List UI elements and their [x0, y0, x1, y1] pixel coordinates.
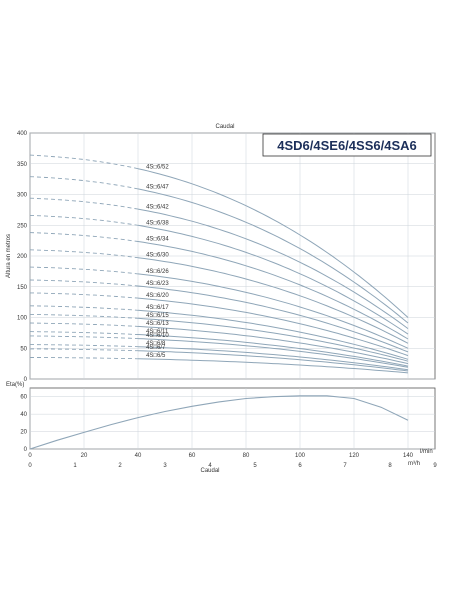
chart-title: Caudal [215, 124, 234, 130]
efficiency-grid [29, 388, 435, 450]
curve-label: 4S□6/8 [146, 341, 166, 347]
head-curve-chart: Caudal 0 50 100 150 200 250 300 350 400 Altura e… [6, 124, 436, 383]
x-tick-label-m3h: 5 [253, 463, 257, 469]
curve-label: 4S□6/30 [146, 253, 169, 259]
efficiency-plot-frame [29, 387, 436, 450]
x-tick-label: 100 [295, 453, 306, 459]
curve-label: 4S□6/38 [146, 221, 169, 227]
x-tick-label: 120 [349, 453, 360, 459]
y-tick-label: 0 [24, 377, 28, 383]
efficiency-y-tick-labels: 0 20 40 60 [20, 395, 27, 453]
head-curve [137, 350, 409, 372]
efficiency-line [29, 395, 409, 450]
y-tick-label: 0 [24, 447, 28, 453]
x-tick-label-m3h: 2 [118, 463, 122, 469]
x-tick-label-m3h: 0 [28, 463, 32, 469]
x-tick-labels-lmin: 0 20 40 60 80 100 120 140 [28, 453, 413, 459]
curve-label: 4S□6/20 [146, 293, 169, 299]
y-tick-label: 350 [17, 162, 28, 168]
x-tick-label-m3h: 4 [208, 463, 212, 469]
curve-label: 4S□6/5 [146, 353, 166, 359]
x-tick-labels-m3h: 0 1 2 3 4 5 6 7 8 9 [28, 463, 437, 469]
curve-label: 4S□6/34 [146, 237, 169, 243]
head-curve [137, 317, 409, 362]
head-curve [137, 208, 409, 330]
y-axis-label: Altura en metros [6, 234, 12, 278]
y-tick-label: 250 [17, 223, 28, 229]
curve-labels: 4S□6/52 4S□6/47 4S□6/42 4S□6/38 4S□6/34 4S□6/… [146, 165, 169, 359]
head-curve [137, 188, 409, 324]
head-curve [137, 168, 409, 318]
model-label: 4SD6/4SE6/4SS6/4SA6 [277, 138, 416, 153]
head-curve [137, 273, 409, 349]
head-curve [137, 334, 409, 367]
curve-label: 4S□6/15 [146, 313, 169, 319]
curve-label: 4S□6/23 [146, 281, 169, 287]
x-tick-label: 60 [189, 453, 196, 459]
head-curve [137, 257, 409, 344]
y-tick-label: 40 [20, 412, 27, 418]
x-tick-label: 20 [81, 453, 88, 459]
head-curve [137, 325, 409, 365]
efficiency-axis-label: Eta(%) [6, 382, 24, 388]
curve-label: 4S□6/17 [146, 305, 169, 311]
x-tick-label-m3h: 1 [73, 463, 77, 469]
curve-label: 4S□6/42 [146, 205, 169, 211]
x-tick-label-m3h: 6 [298, 463, 302, 469]
y-tick-label: 20 [20, 430, 27, 436]
x-tick-label-m3h: 8 [388, 463, 392, 469]
y-tick-label: 400 [17, 131, 28, 137]
curve-label: 4S□6/7 [146, 345, 166, 351]
efficiency-chart: 0 20 40 60 Eta(%) 0 20 40 60 80 100 120 140 0 1 2 3 4 5… [6, 382, 437, 474]
y-tick-label: 60 [20, 395, 27, 401]
curve-label: 4S□6/10 [146, 333, 169, 339]
curve-label: 4S□6/13 [146, 321, 169, 327]
curve-label: 4S□6/52 [146, 165, 169, 171]
head-curve [137, 309, 409, 360]
head-curves [29, 154, 409, 374]
head-curve [137, 358, 409, 374]
model-label-box [262, 133, 432, 157]
y-tick-label: 200 [17, 254, 28, 260]
x-tick-label: 0 [28, 453, 32, 459]
head-curve [137, 224, 409, 335]
x-tick-label: 140 [403, 453, 414, 459]
y-tick-label: 300 [17, 193, 28, 199]
x-tick-label-m3h: 7 [343, 463, 347, 469]
efficiency-curve [29, 395, 409, 450]
head-curve [137, 346, 409, 371]
x-axis-label: Caudal [200, 468, 219, 474]
x-tick-label-m3h: 9 [433, 463, 437, 469]
head-curve [137, 241, 409, 340]
x-tick-label-m3h: 3 [163, 463, 167, 469]
x-tick-label: 40 [135, 453, 142, 459]
y-tick-label: 150 [17, 285, 28, 291]
unit-lmin-label: l/min [420, 449, 433, 455]
curve-label: 4S□6/47 [146, 185, 169, 191]
curve-label: 4S□6/26 [146, 269, 169, 275]
curve-label: 4S□6/11 [146, 329, 169, 335]
unit-m3h-label: m³/h [408, 461, 420, 467]
y-tick-label: 100 [17, 316, 28, 322]
head-curve [137, 297, 409, 357]
head-y-tick-labels: 0 50 100 150 200 250 300 350 400 [17, 131, 28, 383]
head-grid [29, 132, 435, 380]
head-curve [137, 285, 409, 353]
y-tick-label: 50 [20, 346, 27, 352]
head-curve [137, 338, 409, 368]
x-tick-label: 80 [243, 453, 250, 459]
